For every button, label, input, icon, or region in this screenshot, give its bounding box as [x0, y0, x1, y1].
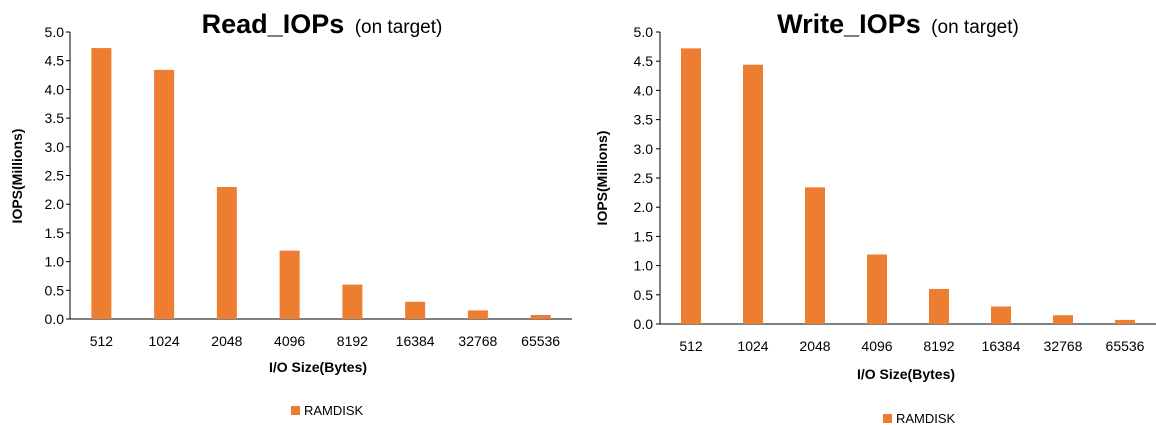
title-sub: (on target) — [355, 17, 443, 38]
x-tick-label: 32768 — [458, 333, 497, 349]
x-axis-label: I/O Size(Bytes) — [269, 359, 367, 375]
x-tick-label: 512 — [679, 338, 703, 354]
legend-label: RAMDISK — [304, 403, 364, 418]
x-tick-label: 32768 — [1044, 338, 1083, 354]
bar-2048 — [216, 186, 237, 319]
x-tick-label: 512 — [90, 333, 114, 349]
legend-swatch — [883, 414, 892, 423]
x-tick-labels: 512 1024 2048 4096 8192 16384 32768 65536 — [90, 333, 561, 349]
bar-32768 — [1053, 315, 1073, 324]
y-tick-label: 3.5 — [45, 110, 65, 126]
bar-16384 — [991, 306, 1011, 324]
y-tick-label: 0.0 — [634, 316, 654, 332]
legend: RAMDISK — [883, 411, 956, 425]
y-tick-label: 1.5 — [634, 228, 654, 244]
legend: RAMDISK — [291, 403, 364, 418]
x-tick-label: 2048 — [211, 333, 242, 349]
y-tick-label: 3.0 — [45, 139, 65, 155]
x-tick-label: 1024 — [149, 333, 180, 349]
chart-write-iops: Write_IOPs (on target) 0.0 0.5 1.0 1.5 2.0 2.… — [594, 9, 1156, 425]
x-tick-label: 16384 — [982, 338, 1021, 354]
x-tick-label: 8192 — [337, 333, 368, 349]
x-tick-label: 4096 — [274, 333, 305, 349]
x-tick-label: 8192 — [923, 338, 954, 354]
x-tick-label: 1024 — [737, 338, 768, 354]
y-tick-label: 1.0 — [634, 258, 654, 274]
legend-swatch — [291, 406, 300, 415]
y-tick-label: 2.5 — [45, 168, 65, 184]
bar-8192 — [342, 284, 363, 319]
y-tick-label: 3.5 — [634, 112, 654, 128]
bars — [91, 48, 551, 320]
y-tick-label: 2.0 — [634, 199, 654, 215]
y-tick-label: 0.5 — [634, 287, 654, 303]
title-main: Write_IOPs — [777, 9, 921, 39]
legend-label: RAMDISK — [896, 411, 956, 425]
bar-65536 — [1115, 319, 1135, 324]
y-tick-label: 4.5 — [634, 53, 654, 69]
title-main: Read_IOPs — [202, 9, 345, 39]
bar-8192 — [929, 288, 949, 324]
chart-title: Read_IOPs (on target) — [202, 9, 443, 39]
chart-title: Write_IOPs (on target) — [777, 9, 1019, 39]
y-tick-label: 5.0 — [634, 24, 654, 40]
y-tick-label: 0.0 — [45, 311, 65, 327]
y-tick-label: 2.0 — [45, 196, 65, 212]
x-tick-label: 65536 — [1106, 338, 1145, 354]
bar-16384 — [405, 301, 426, 319]
y-axis-label: IOPS(Millions) — [9, 129, 25, 224]
x-tick-label: 4096 — [861, 338, 892, 354]
bar-1024 — [743, 64, 763, 324]
x-tick-label: 2048 — [799, 338, 830, 354]
bar-1024 — [154, 69, 175, 319]
y-tick-label: 4.5 — [45, 53, 65, 69]
y-tick-labels: 0.0 0.5 1.0 1.5 2.0 2.5 3.0 3.5 4.0 4.5 5.0 — [634, 24, 660, 332]
y-tick-labels: 0.0 0.5 1.0 1.5 2.0 2.5 3.0 3.5 4.0 4.5 5.0 — [45, 24, 70, 327]
bar-32768 — [467, 310, 488, 319]
chart-read-iops: Read_IOPs (on target) 0.0 0.5 1.0 1.5 2.0 2.5… — [9, 9, 572, 418]
bars — [681, 48, 1135, 325]
y-axis-label: IOPS(Millions) — [594, 131, 610, 226]
y-tick-label: 1.0 — [45, 254, 65, 270]
x-axis-label: I/O Size(Bytes) — [857, 366, 955, 382]
y-tick-label: 3.0 — [634, 141, 654, 157]
y-tick-label: 4.0 — [45, 81, 65, 97]
y-tick-label: 5.0 — [45, 24, 65, 40]
y-tick-label: 0.5 — [45, 282, 65, 298]
bar-4096 — [279, 250, 300, 319]
y-tick-label: 1.5 — [45, 225, 65, 241]
bar-4096 — [867, 254, 887, 324]
x-tick-label: 65536 — [521, 333, 560, 349]
y-tick-label: 4.0 — [634, 82, 654, 98]
y-tick-label: 2.5 — [634, 170, 654, 186]
x-tick-label: 16384 — [396, 333, 435, 349]
x-tick-labels: 512 1024 2048 4096 8192 16384 32768 65536 — [679, 338, 1144, 354]
bar-65536 — [530, 314, 551, 319]
bar-512 — [91, 48, 112, 320]
bar-2048 — [805, 187, 825, 324]
title-sub: (on target) — [931, 17, 1019, 38]
bar-512 — [681, 48, 701, 325]
